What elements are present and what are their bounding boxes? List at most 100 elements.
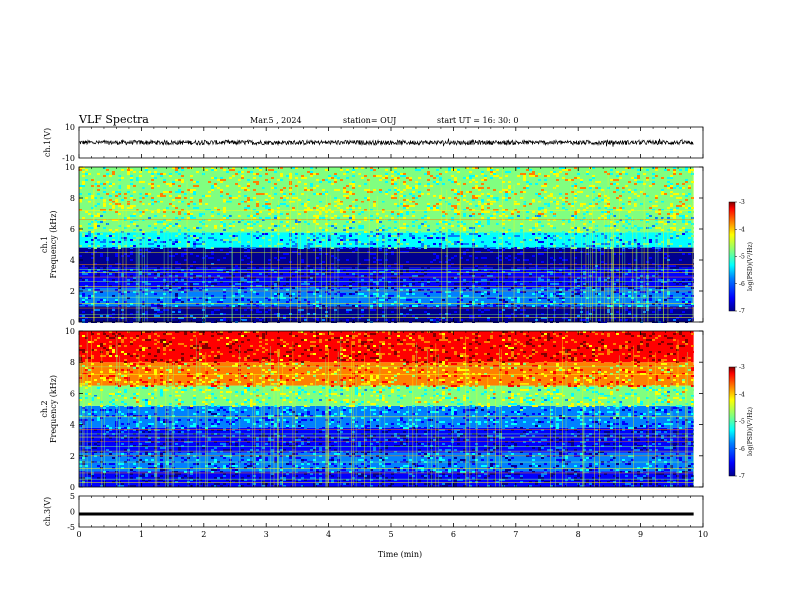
psd-cell [121,179,124,181]
psd-cell [175,167,178,169]
psd-cell [430,235,433,237]
psd-cell [115,265,118,267]
psd-cell [109,209,112,211]
psd-cell [247,215,250,217]
psd-cell [97,193,100,195]
psd-cell [544,195,547,197]
psd-cell [352,221,355,223]
psd-cell [112,299,115,301]
psd-cell [175,197,178,199]
psd-cell [184,201,187,203]
psd-cell [424,261,427,263]
psd-cell [481,183,484,185]
psd-cell [163,189,166,191]
psd-cell [307,195,310,197]
psd-cell [349,193,352,195]
psd-cell [139,203,142,205]
psd-cell [133,191,136,193]
psd-cell [253,185,256,187]
psd-cell [313,289,316,291]
psd-cell [559,183,562,185]
psd-cell [466,309,469,311]
psd-cell [103,239,106,241]
psd-cell [475,317,478,319]
psd-cell [481,241,484,243]
psd-cell [241,279,244,281]
psd-cell [442,269,445,271]
psd-cell [148,183,151,185]
psd-cell [409,277,412,279]
psd-cell [346,207,349,209]
psd-cell [103,187,106,189]
psd-cell [196,173,199,175]
psd-cell [406,285,409,287]
psd-cell [103,205,106,207]
psd-cell [145,317,148,319]
psd-cell [484,175,487,177]
psd-cell [187,311,190,313]
psd-cell [526,253,529,255]
psd-cell [109,175,112,177]
psd-cell [463,177,466,179]
psd-cell [487,319,490,321]
psd-cell [394,277,397,279]
psd-cell [127,213,130,215]
psd-cell [223,229,226,231]
psd-cell [352,193,355,195]
psd-cell [490,175,493,177]
psd-cell [457,279,460,281]
psd-cell [583,277,586,279]
psd-cell [451,289,454,291]
psd-cell [397,315,400,317]
psd-cell [313,215,316,217]
psd-cell [253,259,256,261]
psd-cell [517,297,520,299]
psd-cell [466,255,469,257]
psd-cell [88,297,91,299]
psd-cell [526,225,529,227]
psd-cell [118,203,121,205]
psd-cell [301,193,304,195]
psd-cell [523,291,526,293]
psd-cell [301,233,304,235]
psd-cell [133,193,136,195]
psd-cell [574,247,577,249]
psd-cell [313,275,316,277]
psd-cell [508,207,511,209]
psd-cell [118,185,121,187]
psd-cell [592,245,595,247]
psd-cell [190,213,193,215]
psd-cell [592,197,595,199]
psd-cell [262,229,265,231]
psd-cell [541,223,544,225]
psd-cell [247,317,250,319]
psd-cell [403,207,406,209]
psd-cell [310,191,313,193]
psd-cell [373,309,376,311]
psd-cell [160,215,163,217]
psd-cell [151,287,154,289]
psd-cell [550,215,553,217]
psd-cell [157,233,160,235]
psd-cell [517,299,520,301]
psd-cell [514,201,517,203]
psd-cell [178,261,181,263]
psd-cell [394,229,397,231]
psd-cell [232,257,235,259]
psd-cell [403,303,406,305]
psd-cell [541,289,544,291]
psd-cell [121,241,124,243]
psd-cell [226,295,229,297]
psd-cell [151,269,154,271]
psd-cell [571,191,574,193]
psd-cell [178,167,181,169]
psd-cell [436,207,439,209]
psd-cell [172,317,175,319]
psd-cell [418,261,421,263]
psd-cell [508,259,511,261]
psd-cell [298,295,301,297]
psd-cell [295,223,298,225]
psd-cell [400,265,403,267]
psd-cell [481,249,484,251]
psd-cell [253,227,256,229]
